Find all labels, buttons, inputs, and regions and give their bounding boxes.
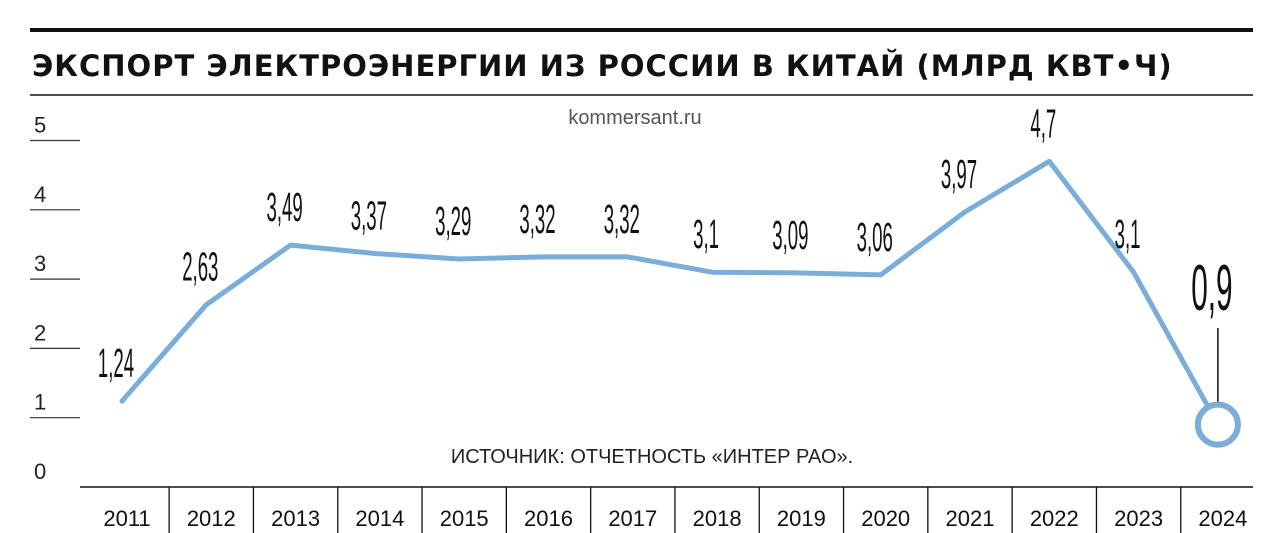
y-axis: 0 1 2 3 4 5 <box>30 113 80 484</box>
x-tick-label: 2014 <box>355 506 404 531</box>
y-tick-label: 4 <box>34 182 46 207</box>
data-label: 3,29 <box>435 198 471 244</box>
x-tick-label: 2023 <box>1114 506 1163 531</box>
data-label: 3,1 <box>1115 211 1141 257</box>
y-tick-label: 3 <box>34 251 46 276</box>
x-tick-label: 2011 <box>103 506 150 531</box>
data-label: 3,06 <box>857 214 893 260</box>
data-label: 2,63 <box>182 243 218 289</box>
x-tick-label: 2024 <box>1198 506 1247 531</box>
data-label: 1,24 <box>98 340 134 386</box>
x-tick-label: 2015 <box>440 506 489 531</box>
source-site: kommersant.ru <box>568 107 701 129</box>
x-tick-label: 2021 <box>946 506 995 531</box>
y-tick-label: 5 <box>34 113 46 138</box>
source-note: ИСТОЧНИК: ОТЧЕТНОСТЬ «ИНТЕР РАО». <box>451 446 853 468</box>
data-label: 0,9 <box>1191 251 1232 324</box>
x-tick-label: 2017 <box>608 506 657 531</box>
chart-title: ЭКСПОРТ ЭЛЕКТРОЭНЕРГИИ ИЗ РОССИИ В КИТАЙ… <box>32 49 1173 83</box>
x-tick-label: 2012 <box>187 506 236 531</box>
x-tick-label: 2013 <box>271 506 320 531</box>
x-axis: 2011 2012 2013 2014 2015 2016 2017 2018 2019 2020… <box>80 486 1253 533</box>
x-tick-label: 2016 <box>524 506 573 531</box>
data-label: 3,09 <box>772 212 808 258</box>
data-label: 3,32 <box>604 196 640 242</box>
x-tick-label: 2018 <box>693 506 742 531</box>
data-points <box>1194 328 1241 448</box>
y-tick-label: 0 <box>34 459 46 484</box>
x-tick-label: 2020 <box>861 506 910 531</box>
series-line <box>119 158 1221 428</box>
y-tick-label: 1 <box>34 390 46 415</box>
data-label: 3,37 <box>351 192 387 238</box>
y-tick-label: 2 <box>34 320 46 345</box>
data-label: 3,49 <box>267 184 303 230</box>
highlight-point <box>1194 401 1241 448</box>
data-label: 4,7 <box>1030 100 1056 146</box>
x-tick-label: 2019 <box>777 506 826 531</box>
data-label: 3,32 <box>519 196 555 242</box>
x-tick-label: 2022 <box>1030 506 1079 531</box>
data-label: 3,97 <box>941 151 977 197</box>
data-labels: 1,24 2,63 3,49 3,37 3,29 3,32 3,32 3,1 3,09 3,06 3… <box>98 100 1233 386</box>
data-label: 3,1 <box>693 211 719 257</box>
